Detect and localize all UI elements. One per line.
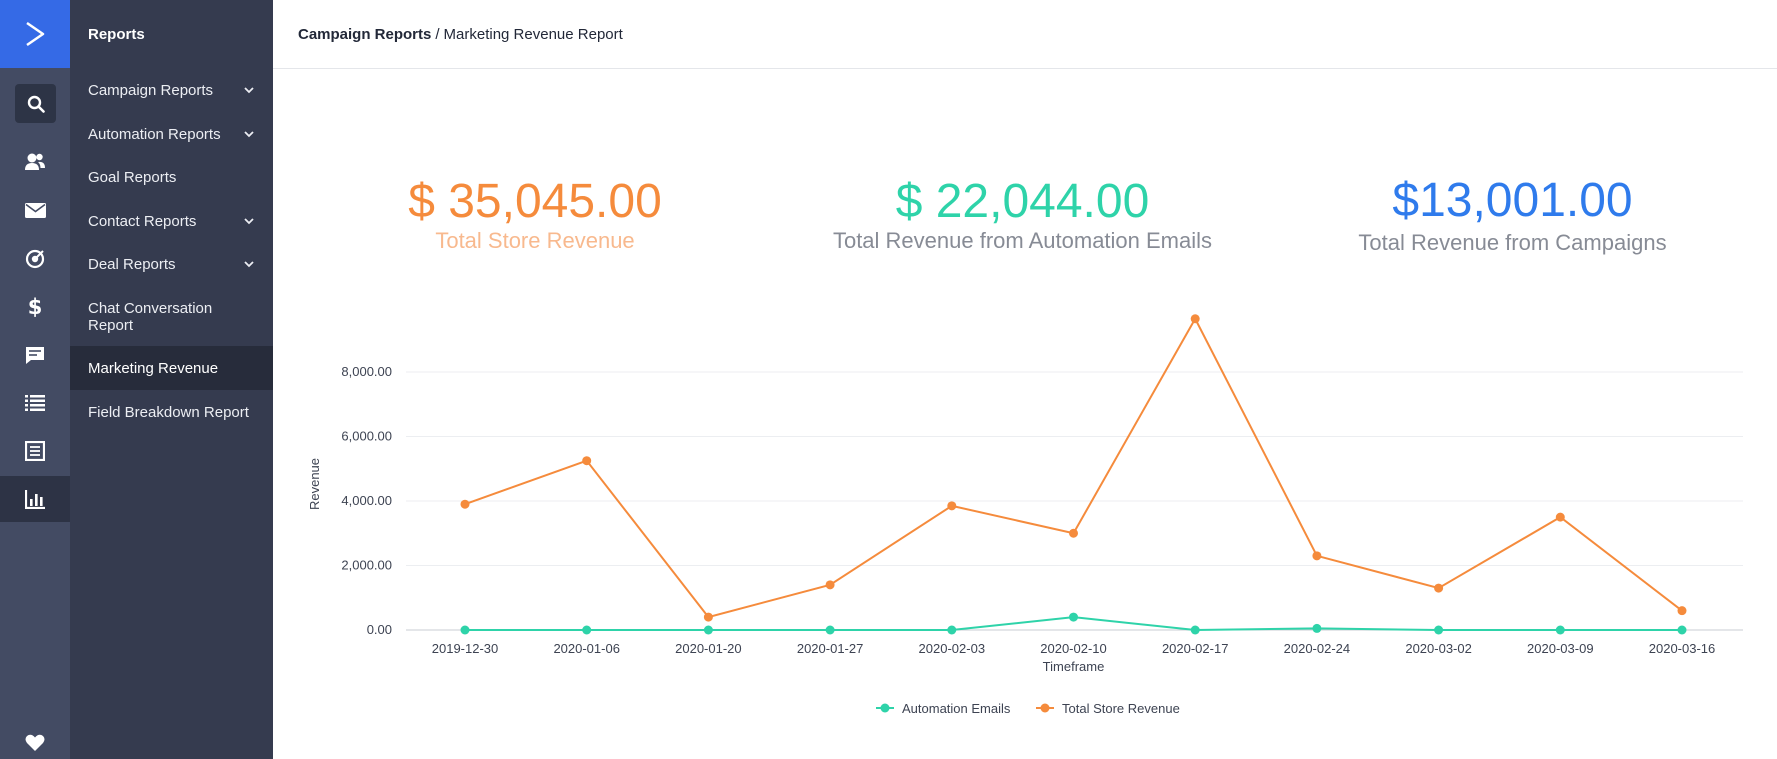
breadcrumb-separator: / bbox=[435, 25, 440, 43]
data-point bbox=[703, 625, 713, 635]
chevron-down-icon bbox=[244, 87, 254, 94]
breadcrumb-link-campaign-reports[interactable]: Campaign Reports bbox=[298, 25, 432, 43]
data-point bbox=[1190, 625, 1200, 635]
data-point bbox=[1555, 512, 1565, 522]
legend-swatch-dot bbox=[880, 703, 890, 713]
data-point bbox=[1069, 528, 1078, 538]
series-line-1 bbox=[464, 316, 1683, 619]
target-icon[interactable] bbox=[0, 236, 70, 282]
data-point bbox=[582, 625, 592, 635]
stat-value: $ 35,045.00 bbox=[408, 175, 662, 228]
data-point bbox=[947, 501, 957, 511]
x-tick-label: 2020-01-06 bbox=[553, 641, 620, 656]
data-point bbox=[1312, 623, 1322, 633]
list-icon[interactable] bbox=[0, 380, 70, 426]
email-icon[interactable] bbox=[0, 187, 70, 233]
svg-text:$: $ bbox=[28, 296, 43, 318]
legend-label: Total Store Revenue bbox=[1062, 701, 1180, 716]
reports-chart-icon[interactable] bbox=[0, 476, 70, 522]
heart-icon[interactable] bbox=[0, 720, 70, 759]
sidebar-item-label: Automation Reports bbox=[88, 125, 221, 143]
breadcrumb-current: Marketing Revenue Report bbox=[443, 25, 623, 43]
chat-icon[interactable] bbox=[0, 332, 70, 378]
x-axis-label: Timeframe bbox=[1043, 659, 1105, 674]
x-tick-label: 2020-02-17 bbox=[1162, 641, 1229, 656]
sidebar-item-label: Field Breakdown Report bbox=[88, 403, 249, 421]
data-point bbox=[1677, 625, 1687, 635]
data-point bbox=[460, 499, 470, 509]
data-point bbox=[1190, 314, 1200, 324]
sidebar-item-campaign-reports[interactable]: Campaign Reports bbox=[70, 80, 273, 100]
y-tick-label: 4,000.00 bbox=[341, 493, 392, 508]
data-point bbox=[1434, 583, 1444, 593]
stat-value: $13,001.00 bbox=[1392, 174, 1633, 227]
stat-label: Total Store Revenue bbox=[435, 228, 635, 253]
x-tick-label: 2020-03-02 bbox=[1405, 641, 1472, 656]
data-point bbox=[1555, 625, 1565, 635]
data-point bbox=[1677, 606, 1687, 616]
data-point bbox=[1069, 612, 1078, 622]
x-tick-label: 2019-12-30 bbox=[432, 641, 499, 656]
form-icon[interactable] bbox=[0, 428, 70, 474]
chevron-down-icon bbox=[244, 131, 254, 138]
sidebar-item-label: Contact Reports bbox=[88, 212, 197, 230]
chevron-down-icon bbox=[244, 261, 254, 268]
stat-total-store-revenue: $ 35,045.00 Total Store Revenue bbox=[370, 176, 700, 254]
dollar-icon[interactable]: $ bbox=[0, 284, 70, 330]
legend-swatch-dot bbox=[1040, 703, 1050, 713]
stat-campaign-revenue: $13,001.00 Total Revenue from Campaigns bbox=[1340, 175, 1685, 256]
data-point bbox=[1434, 625, 1444, 635]
sidebar-title: Reports bbox=[88, 26, 145, 43]
x-tick-label: 2020-03-16 bbox=[1649, 641, 1716, 656]
y-tick-label: 6,000.00 bbox=[341, 429, 392, 444]
logo-chevron-icon[interactable] bbox=[0, 0, 70, 68]
sidebar-item-deal-reports[interactable]: Deal Reports bbox=[70, 254, 273, 274]
sidebar-item-goal-reports[interactable]: Goal Reports bbox=[70, 167, 273, 187]
y-tick-label: 2,000.00 bbox=[341, 558, 392, 573]
contacts-icon[interactable] bbox=[0, 139, 70, 185]
y-tick-label: 0.00 bbox=[367, 622, 392, 637]
data-point bbox=[825, 625, 835, 635]
revenue-line-chart: 0.00 2,000.00 4,000.00 6,000.00 8,000.00 2019… bbox=[307, 314, 1743, 716]
x-tick-label: 2020-01-27 bbox=[797, 641, 864, 656]
chevron-down-icon bbox=[244, 218, 254, 225]
data-point bbox=[582, 456, 592, 466]
sidebar-item-marketing-revenue[interactable]: Marketing Revenue bbox=[70, 346, 273, 390]
sidebar-item-field-breakdown-report[interactable]: Field Breakdown Report bbox=[70, 402, 273, 422]
x-tick-label: 2020-02-03 bbox=[919, 641, 986, 656]
reports-sidebar: Reports Campaign Reports Automation Repo… bbox=[70, 0, 273, 759]
y-tick-label: 8,000.00 bbox=[341, 364, 392, 379]
stat-value: $ 22,044.00 bbox=[895, 175, 1150, 228]
sidebar-item-label: Marketing Revenue bbox=[88, 359, 219, 377]
search-icon[interactable] bbox=[15, 84, 56, 123]
breadcrumb: Campaign Reports / Marketing Revenue Rep… bbox=[273, 0, 1777, 69]
data-point bbox=[460, 625, 470, 635]
legend-label: Automation Emails bbox=[902, 701, 1011, 716]
sidebar-item-label: Campaign Reports bbox=[88, 81, 214, 99]
x-tick-label: 2020-03-09 bbox=[1527, 641, 1594, 656]
sidebar-item-contact-reports[interactable]: Contact Reports bbox=[70, 211, 273, 231]
stat-automation-revenue: $ 22,044.00 Total Revenue from Automatio… bbox=[820, 176, 1225, 254]
sidebar-item-label: Deal Reports bbox=[88, 255, 176, 273]
x-tick-label: 2020-02-24 bbox=[1284, 641, 1351, 656]
data-point bbox=[825, 580, 835, 590]
stat-label: Total Revenue from Campaigns bbox=[1358, 230, 1667, 255]
data-point bbox=[947, 625, 957, 635]
data-point bbox=[703, 612, 713, 622]
x-tick-label: 2020-02-10 bbox=[1040, 641, 1107, 656]
sidebar-item-label: Goal Reports bbox=[88, 168, 177, 186]
icon-rail: $ bbox=[0, 0, 70, 759]
y-axis-label: Revenue bbox=[307, 458, 322, 510]
sidebar-item-label: Chat Conversation Report bbox=[88, 300, 213, 334]
x-tick-label: 2020-01-20 bbox=[675, 641, 742, 656]
data-point bbox=[1312, 551, 1322, 561]
sidebar-item-automation-reports[interactable]: Automation Reports bbox=[70, 124, 273, 144]
stat-label: Total Revenue from Automation Emails bbox=[832, 228, 1213, 253]
sidebar-item-chat-conversation-report[interactable]: Chat Conversation Report bbox=[70, 299, 273, 335]
